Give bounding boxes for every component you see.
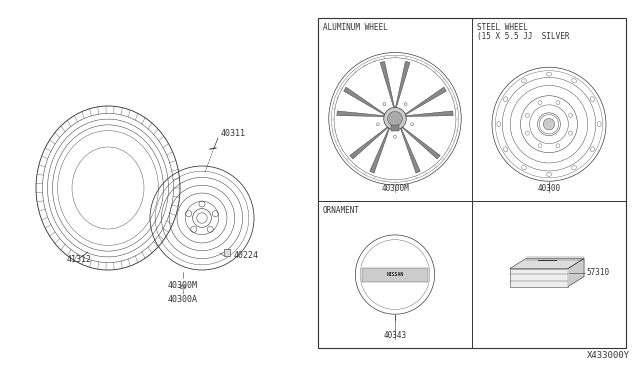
Ellipse shape — [572, 166, 577, 170]
Ellipse shape — [572, 78, 577, 83]
Ellipse shape — [590, 147, 595, 152]
Bar — [318, 18, 626, 348]
Ellipse shape — [497, 122, 501, 127]
Polygon shape — [350, 127, 388, 159]
Circle shape — [376, 123, 380, 126]
Text: 40343: 40343 — [383, 331, 406, 340]
Text: ALUMINUM WHEEL: ALUMINUM WHEEL — [323, 23, 388, 32]
Polygon shape — [401, 128, 420, 173]
Text: X433000Y: X433000Y — [587, 351, 630, 360]
Text: ORNAMENT: ORNAMENT — [323, 206, 360, 215]
Polygon shape — [510, 259, 584, 269]
Circle shape — [525, 131, 529, 135]
Text: 40300M: 40300M — [381, 184, 409, 193]
Circle shape — [540, 115, 559, 134]
Circle shape — [568, 131, 573, 135]
Text: 40311: 40311 — [221, 128, 246, 138]
Text: 57310: 57310 — [586, 268, 609, 277]
Text: 40224: 40224 — [234, 250, 259, 260]
Text: STEEL WHEEL: STEEL WHEEL — [477, 23, 528, 32]
Text: NISSAN: NISSAN — [387, 272, 404, 277]
Ellipse shape — [522, 166, 526, 170]
Bar — [362, 267, 428, 282]
Bar — [224, 249, 230, 256]
Circle shape — [556, 101, 560, 105]
Ellipse shape — [547, 172, 552, 176]
Circle shape — [388, 112, 403, 126]
Circle shape — [538, 101, 542, 105]
Circle shape — [404, 103, 407, 106]
Ellipse shape — [504, 97, 508, 102]
Circle shape — [568, 113, 573, 117]
Circle shape — [394, 135, 396, 138]
Text: 40300: 40300 — [538, 184, 561, 193]
Text: 40300M: 40300M — [168, 280, 198, 289]
Polygon shape — [568, 259, 584, 286]
Ellipse shape — [180, 285, 186, 289]
Circle shape — [556, 144, 560, 148]
Circle shape — [411, 123, 413, 126]
Ellipse shape — [522, 78, 526, 83]
Polygon shape — [337, 111, 384, 116]
Ellipse shape — [597, 122, 601, 127]
Ellipse shape — [547, 72, 552, 76]
Polygon shape — [380, 61, 394, 108]
Polygon shape — [396, 61, 410, 108]
Text: 40300A: 40300A — [168, 295, 198, 305]
Ellipse shape — [590, 97, 595, 102]
Polygon shape — [370, 128, 390, 173]
Text: 41312: 41312 — [67, 256, 92, 264]
Circle shape — [384, 108, 406, 130]
Text: (15 X 5.5 JJ  SILVER: (15 X 5.5 JJ SILVER — [477, 32, 570, 41]
Circle shape — [383, 103, 386, 106]
Polygon shape — [344, 87, 385, 115]
Bar — [510, 269, 568, 286]
Ellipse shape — [504, 147, 508, 152]
Circle shape — [543, 119, 555, 130]
Polygon shape — [402, 127, 440, 159]
Polygon shape — [406, 111, 453, 116]
Circle shape — [525, 113, 529, 117]
Circle shape — [538, 144, 542, 148]
Polygon shape — [405, 87, 446, 115]
Bar — [391, 125, 399, 131]
